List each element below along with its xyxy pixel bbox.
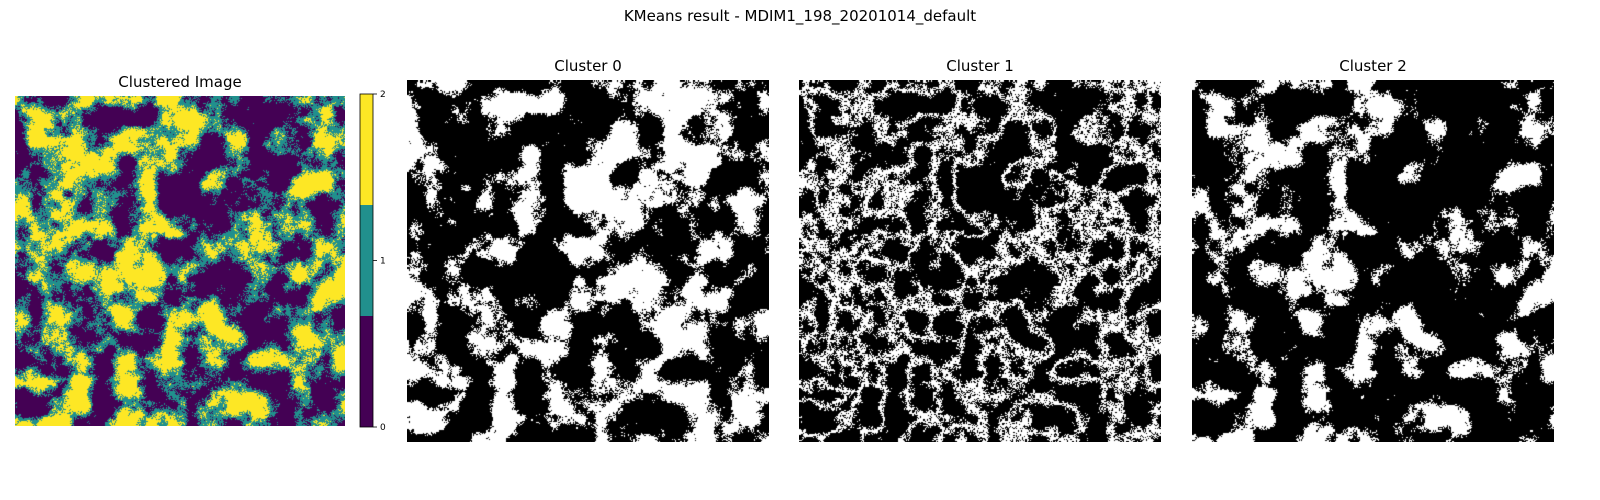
cluster-2-title: Cluster 2 (1339, 57, 1407, 75)
clustered-image (15, 96, 345, 426)
colorbar-segment-0 (360, 316, 373, 427)
colorbar-tick-label-2: 2 (380, 90, 386, 100)
cluster-1-mask (799, 80, 1161, 442)
clustered-image-title: Clustered Image (118, 73, 242, 91)
cluster-1-title: Cluster 1 (946, 57, 1014, 75)
figure-title: KMeans result - MDIM1_198_20201014_defau… (623, 7, 977, 25)
cluster-2-mask (1192, 80, 1554, 442)
cluster-0-mask (407, 80, 769, 442)
colorbar-tick-label-0: 0 (380, 423, 386, 433)
colorbar-segment-1 (360, 205, 373, 316)
cluster-0-title: Cluster 0 (554, 57, 622, 75)
colorbar-segment-2 (360, 94, 373, 205)
colorbar-tick-label-1: 1 (380, 257, 386, 267)
colorbar: 2 1 0 (359, 90, 386, 433)
